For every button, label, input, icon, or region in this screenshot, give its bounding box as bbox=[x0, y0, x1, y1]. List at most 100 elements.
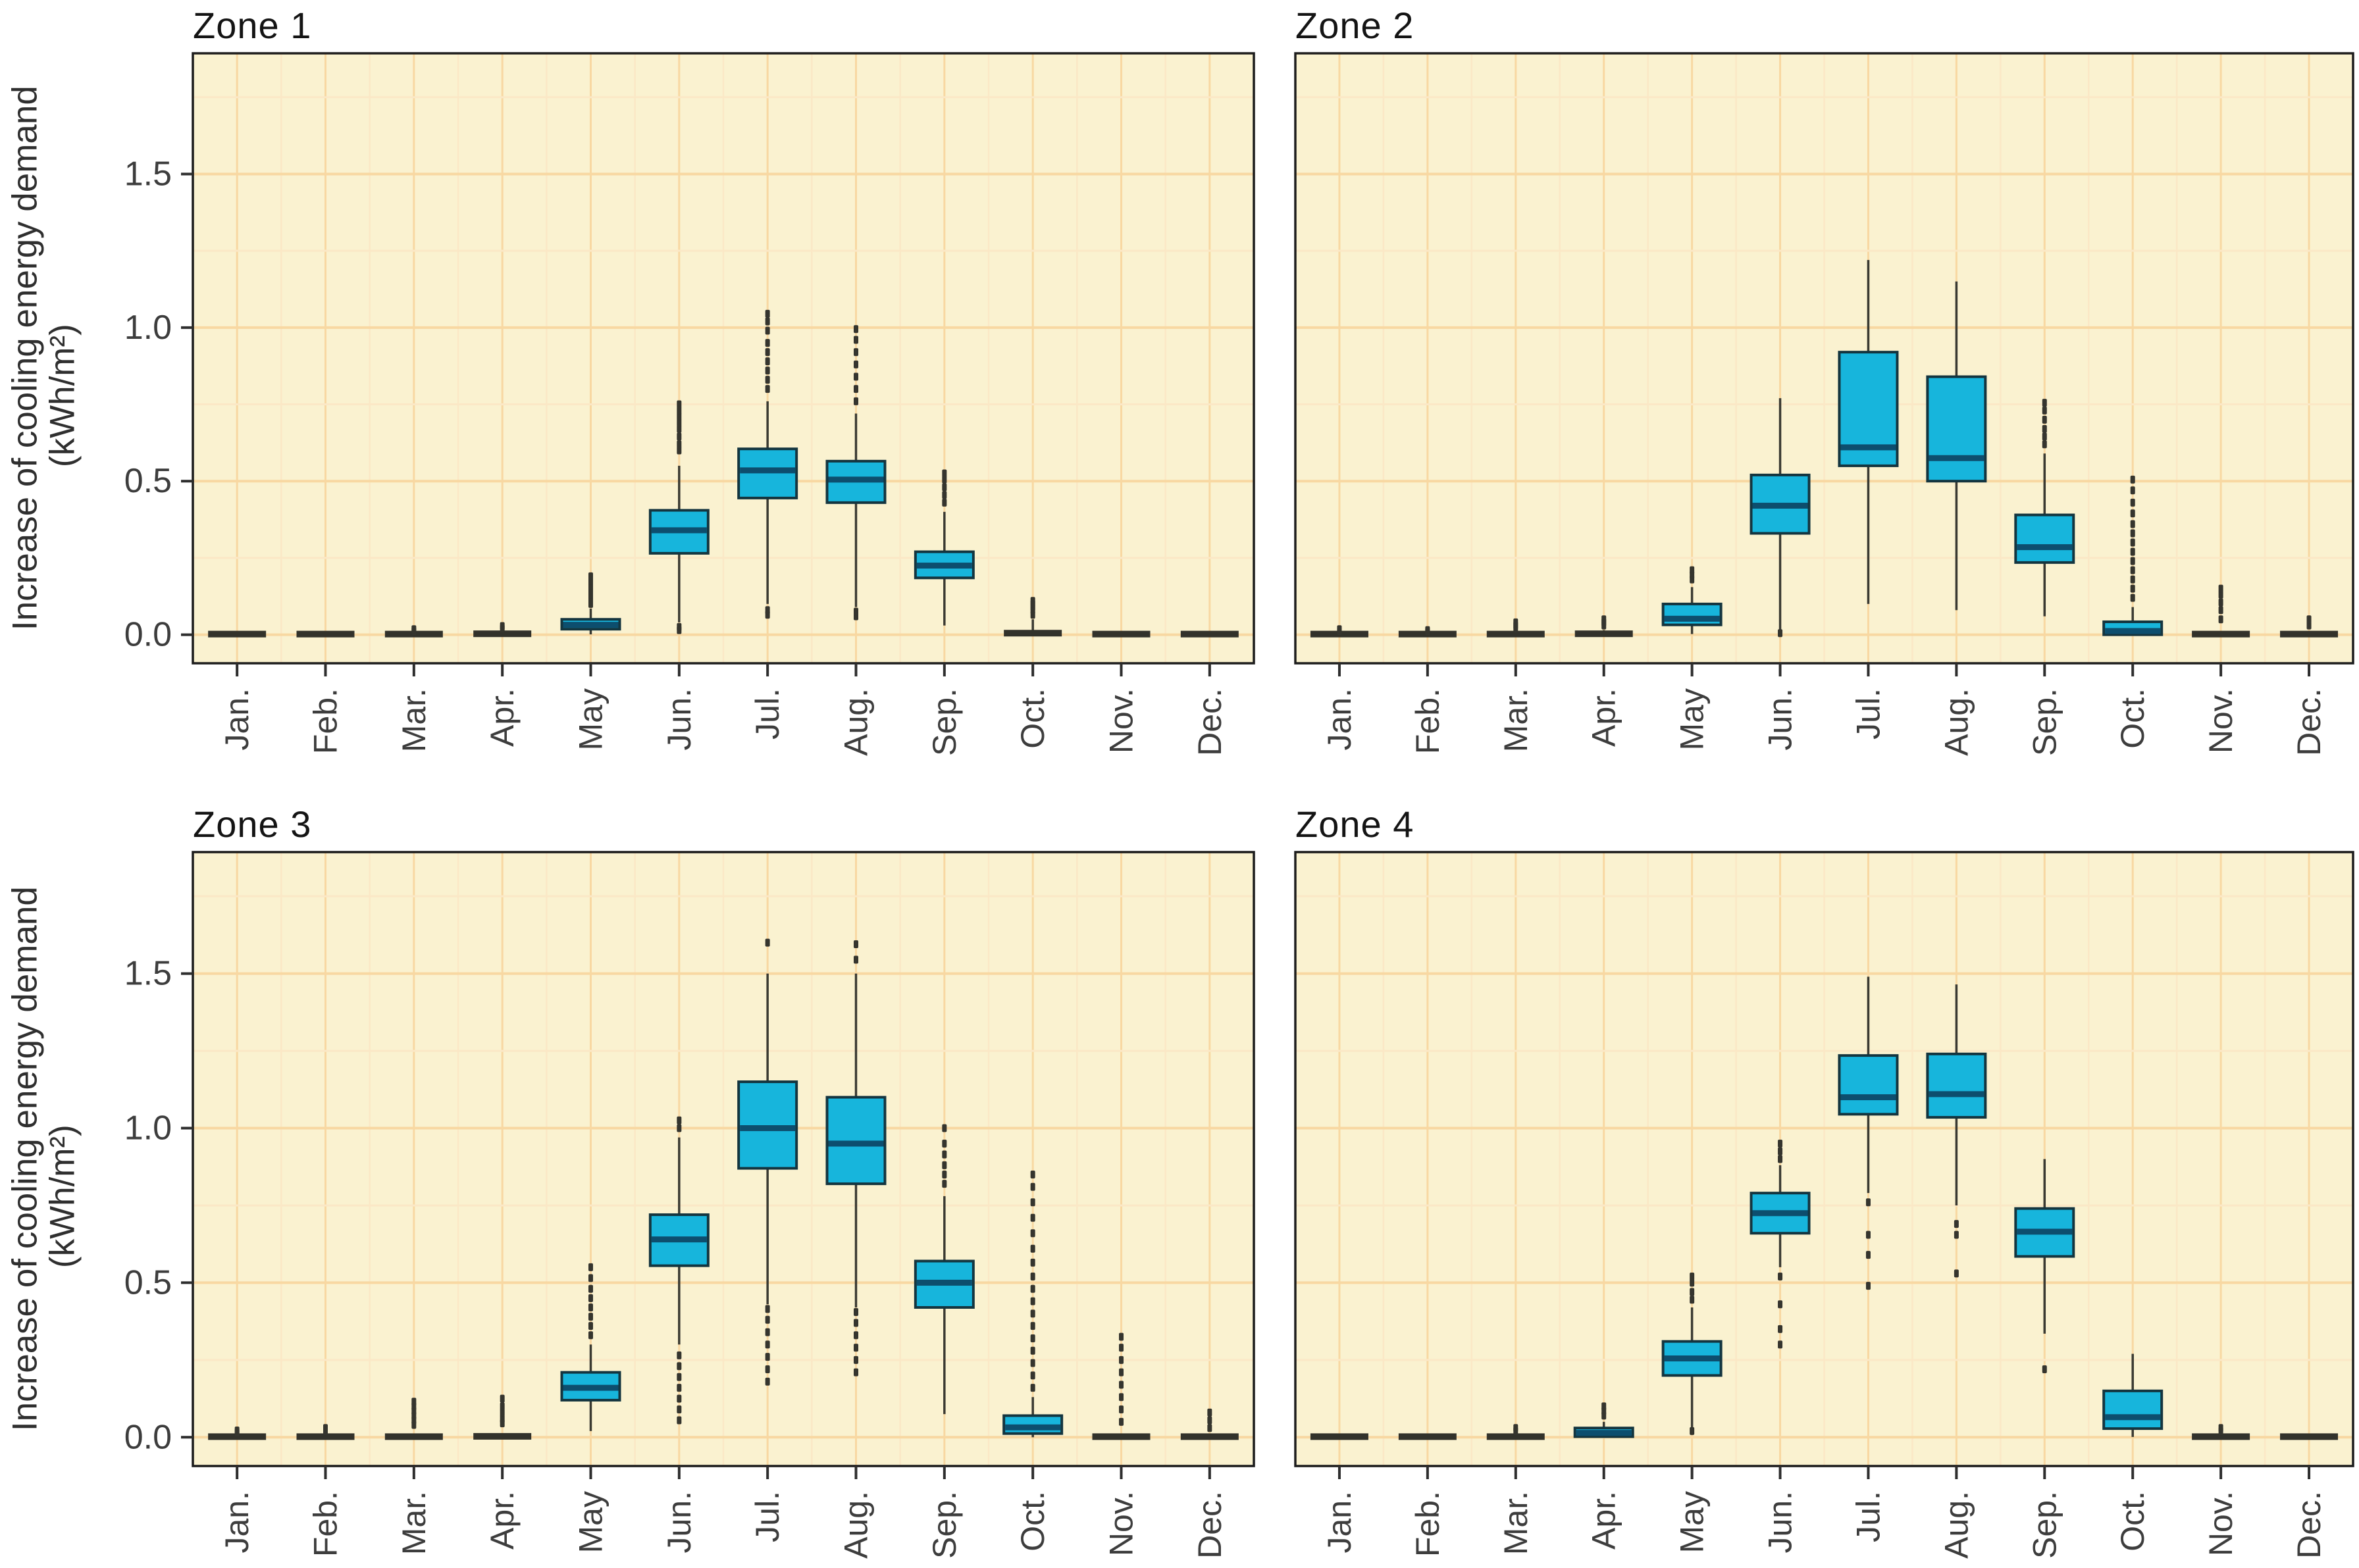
outlier-point bbox=[2306, 621, 2312, 630]
outlier-point bbox=[1954, 1269, 1959, 1278]
median-line bbox=[1752, 1210, 1808, 1217]
outlier-point bbox=[1207, 1424, 1212, 1432]
outlier-point bbox=[500, 1394, 505, 1403]
median-line bbox=[2017, 544, 2073, 551]
outlier-point bbox=[1778, 1340, 1783, 1349]
outlier-point bbox=[765, 385, 770, 393]
x-tick-label-jan: Jan. bbox=[1321, 688, 1358, 751]
outlier-point bbox=[411, 1398, 417, 1406]
boxplot-zone-1-sep bbox=[914, 469, 975, 626]
x-tick-label-feb: Feb. bbox=[307, 688, 344, 754]
panel-title-zone-2: Zone 2 bbox=[1295, 5, 1414, 46]
boxplot-zone-3-mar bbox=[384, 1398, 443, 1440]
outlier-point bbox=[1030, 1309, 1035, 1318]
outlier-point bbox=[677, 1405, 682, 1414]
outlier-point bbox=[2130, 498, 2135, 507]
boxplot-zone-3-dec bbox=[1180, 1408, 1239, 1440]
x-tick-label-nov: Nov. bbox=[2202, 1491, 2239, 1556]
x-tick-label-jul: Jul. bbox=[1850, 688, 1886, 740]
outlier-point bbox=[1030, 1258, 1035, 1267]
outlier-point bbox=[1778, 1325, 1783, 1333]
median-line bbox=[1005, 1424, 1061, 1430]
panel-title-zone-1: Zone 1 bbox=[193, 5, 312, 46]
outlier-point bbox=[1030, 1273, 1035, 1281]
outlier-point bbox=[588, 1313, 593, 1321]
median-line bbox=[1664, 1355, 1720, 1362]
boxplot-zone-3-apr bbox=[473, 1394, 532, 1440]
outlier-point bbox=[2130, 566, 2135, 574]
outlier-point bbox=[1778, 1147, 1783, 1155]
outlier-point bbox=[765, 367, 770, 375]
outlier-point bbox=[1119, 1332, 1124, 1341]
outlier-point bbox=[854, 1344, 858, 1352]
outlier-point bbox=[1030, 1182, 1035, 1191]
boxplot-zone-4-nov bbox=[2192, 1424, 2250, 1440]
outlier-point bbox=[677, 406, 682, 415]
outlier-point bbox=[1119, 1380, 1124, 1389]
outlier-point bbox=[1030, 1334, 1035, 1342]
panel-border bbox=[192, 52, 1255, 665]
outlier-point bbox=[500, 622, 505, 630]
outlier-point bbox=[1690, 1273, 1695, 1281]
x-tick-label-jan: Jan. bbox=[1321, 1491, 1358, 1554]
outlier-point bbox=[1513, 1424, 1518, 1432]
outlier-point bbox=[2130, 475, 2135, 484]
boxplot-zone-4-aug bbox=[1926, 984, 1987, 1278]
outlier-point bbox=[2218, 598, 2223, 607]
outlier-point bbox=[588, 1303, 593, 1311]
outlier-point bbox=[854, 397, 858, 405]
panel-title-zone-4: Zone 4 bbox=[1295, 803, 1414, 845]
outlier-point bbox=[588, 1274, 593, 1282]
outlier-point bbox=[942, 1150, 947, 1159]
outlier-point bbox=[1954, 1220, 1959, 1228]
x-tick-label-oct: Oct. bbox=[1014, 688, 1051, 749]
outlier-point bbox=[765, 326, 770, 335]
box-rect bbox=[737, 1080, 798, 1170]
outlier-point bbox=[765, 317, 770, 326]
median-line bbox=[1576, 1430, 1632, 1436]
x-tick-label-may: May bbox=[1674, 688, 1711, 750]
outlier-point bbox=[677, 1362, 682, 1371]
flat-box-rect bbox=[1398, 1433, 1457, 1440]
outlier-point bbox=[588, 572, 593, 580]
y-axis-title-row2-line2: (kWh/m²) bbox=[43, 1125, 82, 1269]
boxplot-zone-3-aug bbox=[825, 940, 887, 1377]
flat-box-rect bbox=[1574, 630, 1633, 638]
flat-box-rect bbox=[1486, 1433, 1545, 1440]
x-tick-label-jun: Jun. bbox=[661, 1491, 698, 1554]
x-tick-label-jul: Jul. bbox=[749, 688, 786, 740]
boxplot-zone-1-aug bbox=[825, 325, 887, 620]
boxplot-zone-3-jul bbox=[737, 938, 798, 1386]
median-line bbox=[740, 1125, 796, 1132]
x-tick-label-dec: Dec. bbox=[2291, 1491, 2327, 1559]
boxplot-zone-3-feb bbox=[296, 1424, 355, 1440]
flat-box-rect bbox=[473, 1432, 532, 1440]
boxplot-zone-1-dec bbox=[1180, 630, 1239, 638]
x-tick-label-may: May bbox=[573, 1491, 609, 1553]
box-rect bbox=[1926, 375, 1987, 483]
outlier-point bbox=[2042, 406, 2047, 415]
flat-box-rect bbox=[384, 1433, 443, 1440]
outlier-point bbox=[942, 1161, 947, 1169]
median-line bbox=[2105, 628, 2161, 634]
flat-box-rect bbox=[1180, 1433, 1239, 1440]
median-line bbox=[2105, 1414, 2161, 1421]
outlier-point bbox=[1690, 1288, 1695, 1296]
outlier-point bbox=[677, 1373, 682, 1381]
x-tick-label-apr: Apr. bbox=[1586, 688, 1622, 747]
outlier-point bbox=[1119, 1368, 1124, 1377]
x-tick-label-apr: Apr. bbox=[484, 688, 521, 747]
median-line bbox=[740, 467, 796, 474]
outlier-point bbox=[677, 1116, 682, 1125]
outlier-point bbox=[2042, 440, 2047, 449]
outlier-point bbox=[942, 498, 947, 507]
y-tick-label: 1.0 bbox=[124, 1109, 172, 1148]
flat-box-rect bbox=[1486, 630, 1545, 638]
x-tick-label-oct: Oct. bbox=[2114, 688, 2151, 749]
outlier-point bbox=[1030, 1229, 1035, 1238]
outlier-point bbox=[411, 625, 417, 634]
boxplot-zone-2-nov bbox=[2192, 584, 2250, 638]
box-rect bbox=[1926, 1052, 1987, 1119]
x-tick-label-aug: Aug. bbox=[838, 1491, 875, 1559]
outlier-point bbox=[1865, 1198, 1871, 1207]
